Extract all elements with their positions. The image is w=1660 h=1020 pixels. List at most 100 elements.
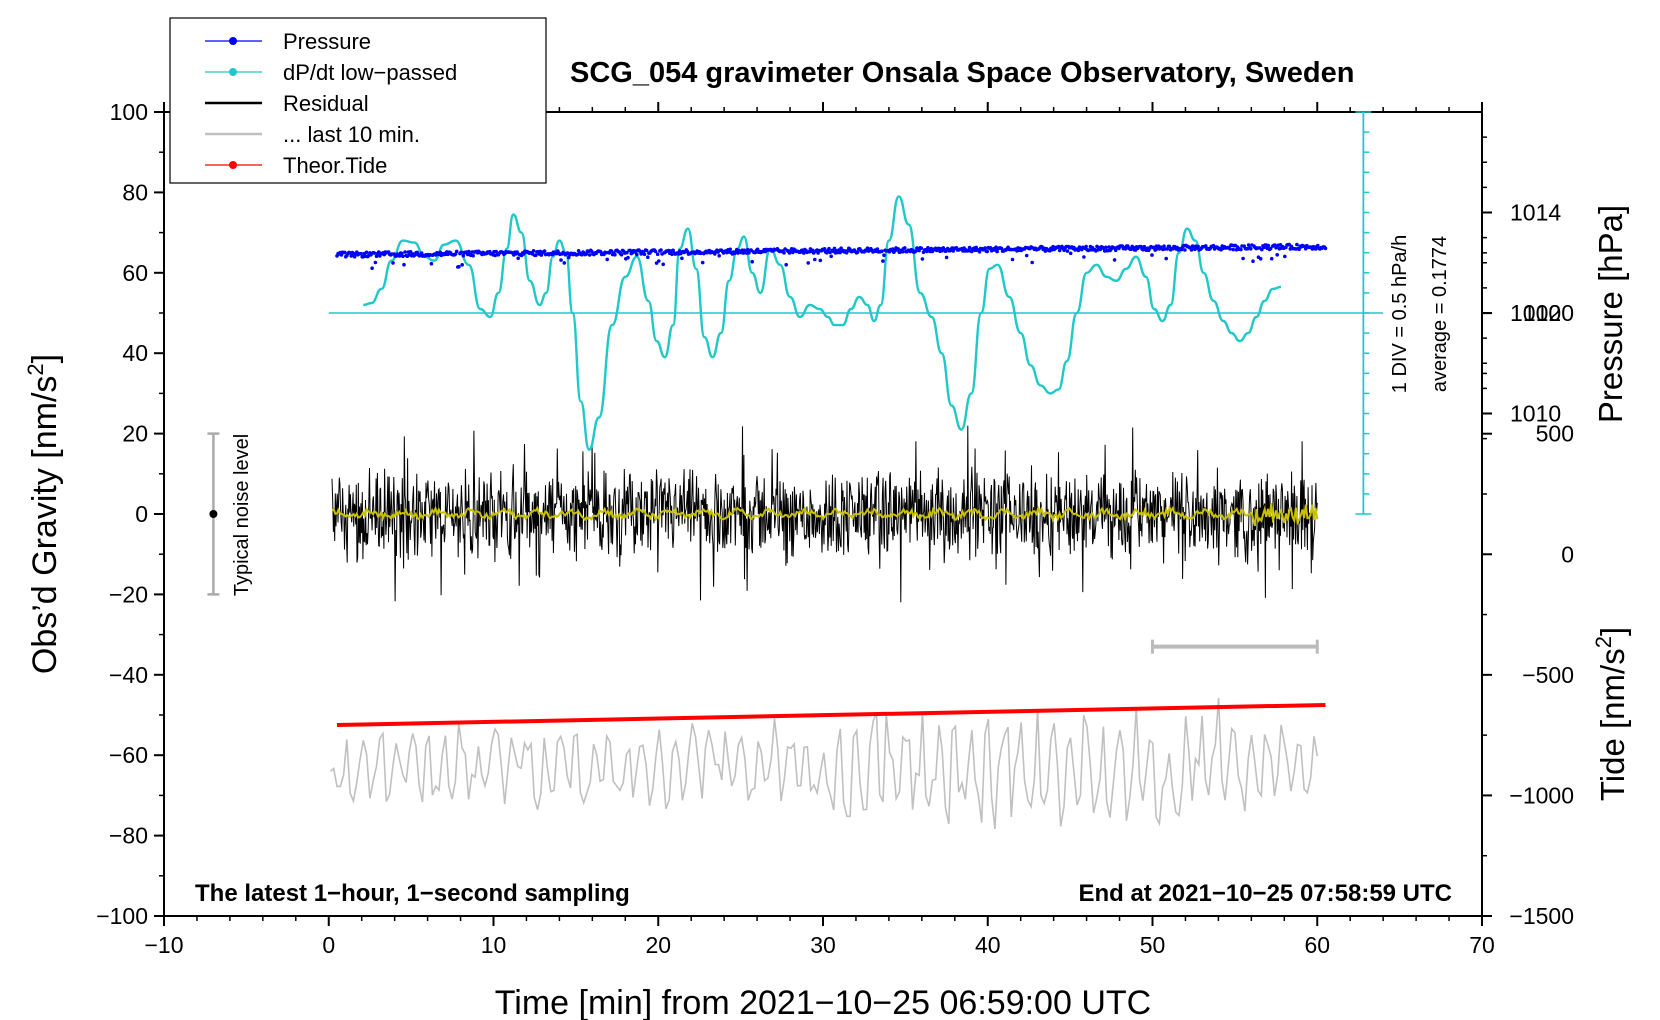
pressure-point bbox=[782, 251, 786, 255]
pressure-point bbox=[372, 251, 377, 255]
y-tick-label: 40 bbox=[122, 340, 148, 366]
pressure-point bbox=[1112, 258, 1117, 262]
pressure-point bbox=[1246, 243, 1251, 247]
pressure-point bbox=[806, 261, 810, 265]
legend-swatch-dot bbox=[229, 37, 237, 45]
pressure-point bbox=[1084, 244, 1088, 249]
pressure-point bbox=[1269, 256, 1274, 261]
pressure-point bbox=[880, 249, 884, 253]
pressure-point bbox=[1164, 256, 1168, 261]
x-tick-label: 60 bbox=[1304, 932, 1330, 958]
pressure-point bbox=[967, 245, 972, 250]
pressure-point bbox=[626, 255, 630, 260]
pressure-point bbox=[875, 247, 880, 251]
y-axis-label-sup: 2 bbox=[23, 363, 48, 375]
pressure-point bbox=[403, 250, 407, 254]
legend: Pressure dP/dt low−passed Residual ... last… bbox=[169, 17, 547, 184]
pressure-point bbox=[613, 252, 617, 257]
pressure-point bbox=[813, 257, 817, 262]
y-axis-label-close: ] bbox=[26, 354, 64, 363]
pressure-point bbox=[653, 249, 658, 254]
pressure-point bbox=[999, 246, 1004, 251]
tide-axis-label-sup: 2 bbox=[1591, 636, 1616, 648]
dpdt-line bbox=[363, 195, 1282, 451]
pressure-point bbox=[1010, 257, 1015, 262]
y-tick-label: 60 bbox=[122, 260, 148, 286]
pressure-point bbox=[659, 248, 663, 252]
pressure-point bbox=[352, 254, 357, 259]
pressure-point bbox=[1082, 255, 1086, 259]
pressure-point bbox=[944, 255, 949, 260]
y-tick-label: −100 bbox=[96, 903, 148, 929]
pressure-point bbox=[1123, 247, 1128, 251]
pressure-point bbox=[1057, 248, 1062, 253]
x-tick-label: 40 bbox=[975, 932, 1001, 958]
tide-axis-label: Tide [nm/s2] bbox=[1591, 627, 1631, 801]
pressure-point bbox=[467, 249, 471, 254]
legend-swatch-dot bbox=[229, 68, 237, 76]
pressure-point bbox=[1098, 247, 1103, 252]
legend-label: Pressure bbox=[283, 29, 371, 54]
y-tick-label: −80 bbox=[109, 823, 148, 849]
pressure-point bbox=[459, 250, 463, 255]
y-tick-label: −40 bbox=[109, 662, 148, 688]
x-axis-label: Time [min] from 2021−10−25 06:59:00 UTC bbox=[495, 984, 1151, 1020]
pressure-point bbox=[655, 252, 660, 256]
pressure-point bbox=[983, 246, 987, 250]
pressure-point bbox=[827, 246, 831, 251]
pressure-point bbox=[419, 251, 424, 255]
pressure-point bbox=[429, 261, 434, 266]
pressure-point bbox=[810, 248, 815, 253]
pressure-point bbox=[1266, 243, 1271, 248]
pressure-point bbox=[1196, 244, 1200, 249]
tide-tick-label: 0 bbox=[1561, 541, 1574, 567]
pressure-point bbox=[680, 256, 684, 261]
tide-axis-label-close: ] bbox=[1594, 627, 1631, 636]
pressure-point bbox=[784, 262, 788, 267]
pressure-point bbox=[920, 257, 925, 261]
x-tick-label: 50 bbox=[1140, 932, 1166, 958]
pressure-point bbox=[542, 249, 547, 253]
pressure-point bbox=[832, 246, 837, 251]
pressure-tick-label: 1014 bbox=[1510, 200, 1561, 226]
annotation-right: End at 2021−10−25 07:58:59 UTC bbox=[1078, 880, 1452, 907]
pressure-point bbox=[562, 261, 567, 265]
pressure-point bbox=[1068, 251, 1073, 256]
pressure-point bbox=[1323, 246, 1328, 251]
pressure-point bbox=[515, 250, 519, 254]
pressure-point bbox=[1241, 256, 1245, 261]
legend-items: Pressure dP/dt low−passed Residual ... last… bbox=[205, 29, 457, 178]
pressure-point bbox=[1024, 253, 1029, 258]
pressure-point bbox=[584, 252, 589, 256]
legend-label: ... last 10 min. bbox=[283, 122, 420, 147]
pressure-point bbox=[457, 264, 461, 269]
pressure-point bbox=[951, 249, 955, 253]
pressure-point bbox=[1283, 254, 1287, 259]
y-tick-label: 80 bbox=[122, 179, 148, 205]
pressure-point bbox=[802, 251, 806, 255]
pressure-point bbox=[988, 246, 993, 250]
pressure-point bbox=[943, 249, 948, 253]
pressure-point bbox=[791, 250, 795, 255]
pressure-point bbox=[400, 251, 404, 256]
tide-tick-label: −1500 bbox=[1509, 903, 1574, 929]
pressure-point bbox=[391, 261, 395, 265]
pressure-point bbox=[882, 253, 886, 257]
pressure-point bbox=[566, 255, 571, 260]
noise-level-label: Typical noise level bbox=[231, 434, 253, 596]
pressure-point bbox=[822, 247, 827, 251]
pressure-point bbox=[995, 249, 999, 254]
pressure-point bbox=[919, 246, 924, 250]
pressure-point bbox=[494, 249, 499, 254]
noise-bar-center bbox=[209, 510, 218, 518]
pressure-tick-label: 1010 bbox=[1510, 401, 1561, 427]
x-tick-label: 30 bbox=[810, 932, 836, 958]
x-tick-label: 10 bbox=[481, 932, 507, 958]
pressure-point bbox=[1065, 249, 1070, 253]
legend-box bbox=[169, 17, 547, 184]
pressure-point bbox=[461, 253, 466, 258]
pressure-point bbox=[1150, 253, 1154, 257]
pressure-point bbox=[619, 252, 624, 257]
annotation-left: The latest 1−hour, 1−second sampling bbox=[195, 880, 630, 907]
